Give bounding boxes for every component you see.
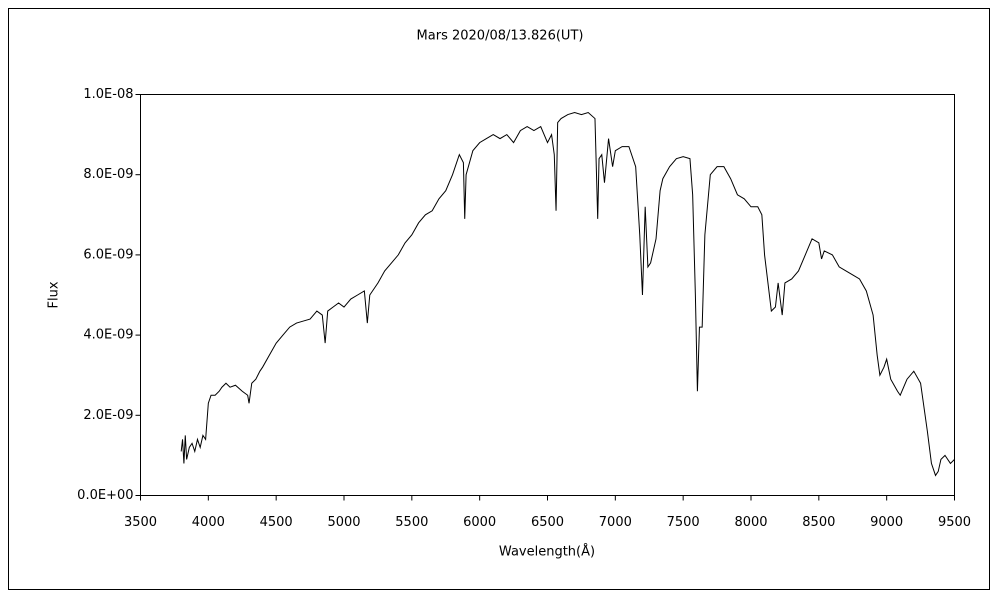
x-tick-label: 9500 [938,515,971,530]
x-tick-label: 9000 [870,515,903,530]
x-tick-label: 7000 [599,515,632,530]
x-tick-label: 3500 [124,515,157,530]
y-tick-label: 8.0E-09 [83,167,133,182]
y-axis-label: Flux [47,281,62,308]
x-tick-label: 8500 [802,515,835,530]
y-tick-label: 6.0E-09 [83,247,133,262]
chart-title: Mars 2020/08/13.826(UT) [417,29,584,44]
x-tick-label: 7500 [667,515,700,530]
x-tick-label: 6500 [531,515,564,530]
x-tick-label: 8000 [734,515,767,530]
frame [8,8,990,590]
x-axis-label: Wavelength(Å) [499,544,595,560]
x-tick-label: 5500 [395,515,428,530]
spectrum-line [180,111,955,477]
y-tick-label: 4.0E-09 [83,328,133,343]
plot-area [140,94,955,496]
x-tick-label: 5000 [327,515,360,530]
y-tick-label: 0.0E+00 [77,488,133,503]
x-tick-label: 4500 [260,515,293,530]
x-tick-label: 6000 [463,515,496,530]
y-tick-label: 1.0E-08 [83,87,133,102]
y-tick-label: 2.0E-09 [83,408,133,423]
x-tick-label: 4000 [192,515,225,530]
